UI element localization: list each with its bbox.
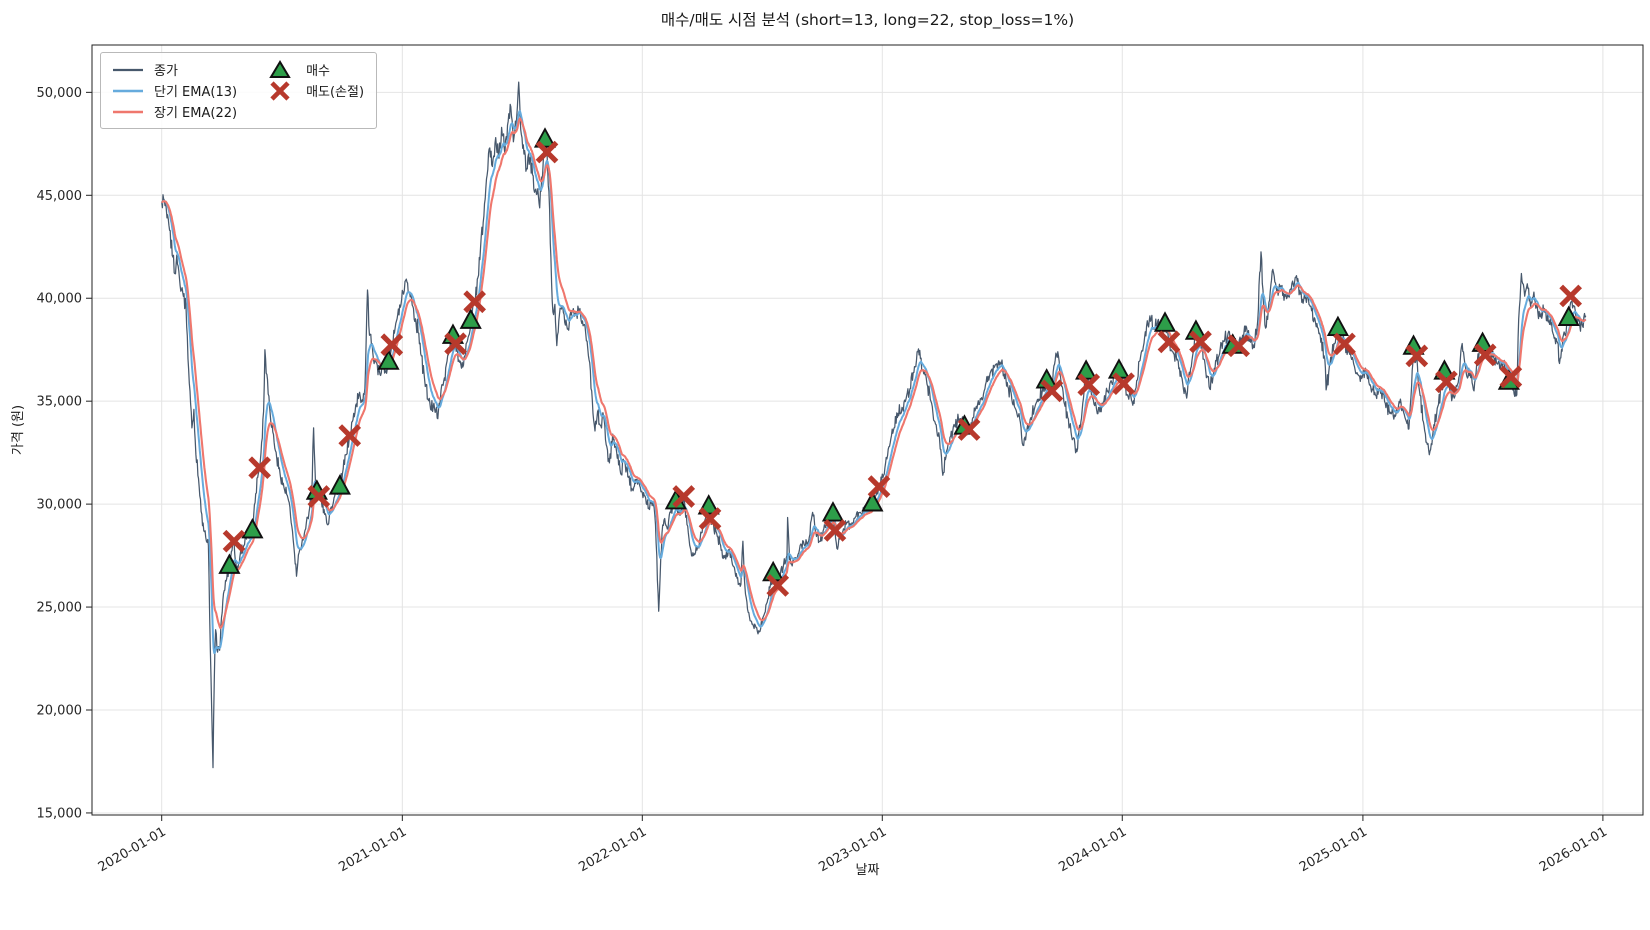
legend-item-close: 종가: [111, 59, 237, 80]
close-price-line: [161, 81, 1587, 769]
sell-marker: [1499, 365, 1523, 389]
buy-marker: [1107, 358, 1131, 379]
sell-marker: [1473, 343, 1497, 367]
sell-marker: [535, 140, 559, 164]
y-tick-label: 25,000: [37, 601, 83, 616]
sell-marker: [1157, 330, 1181, 354]
sell-marker: [1189, 330, 1212, 354]
sell-marker-icon: [270, 80, 290, 101]
plot-border: [91, 44, 1644, 816]
ema-short-line: [160, 110, 1587, 655]
sell-marker: [1077, 373, 1101, 397]
sell-marker: [1435, 370, 1458, 394]
sell-marker: [1333, 332, 1356, 356]
buy-marker: [328, 474, 351, 495]
legend-item-ema-long: 장기 EMA(22): [111, 101, 237, 122]
y-axis-label: 가격 (원): [11, 404, 26, 456]
buy-marker: [218, 553, 241, 574]
legend-buy-label: 매수: [306, 64, 330, 79]
legend-item-ema-short: 단기 EMA(13): [111, 80, 237, 101]
y-tick-label: 40,000: [37, 292, 83, 307]
legend-ema-short-label: 단기 EMA(13): [154, 85, 238, 100]
y-tick-label: 20,000: [37, 704, 83, 719]
legend-ema-long-label: 장기 EMA(22): [154, 106, 238, 121]
sell-marker: [1405, 344, 1429, 368]
y-tick-label: 45,000: [37, 189, 83, 204]
sell-marker: [463, 290, 486, 314]
legend-item-buy: 매수: [263, 59, 364, 80]
legend-markers-column: 매수 매도(손절): [263, 59, 364, 101]
sell-marker: [1227, 334, 1250, 358]
sell-marker: [957, 418, 981, 441]
sell-marker: [766, 574, 790, 597]
y-tick-label: 15,000: [37, 806, 83, 821]
legend: 종가 단기 EMA(13) 장기 EMA(22) 매수: [100, 52, 378, 129]
ema-short-line-icon: [113, 89, 143, 92]
sell-marker: [307, 485, 331, 508]
legend-close-label: 종가: [154, 64, 178, 79]
x-axis-label: 날짜: [855, 863, 880, 878]
close-line-icon: [113, 68, 143, 71]
sell-marker: [698, 507, 722, 530]
y-tick-label: 50,000: [37, 86, 83, 101]
sell-marker: [672, 485, 696, 508]
sell-marker: [1559, 284, 1583, 308]
sell-marker: [444, 332, 467, 356]
legend-sell-label: 매도(손절): [306, 85, 365, 100]
sell-marker: [338, 424, 362, 447]
legend-lines-column: 종가 단기 EMA(13) 장기 EMA(22): [111, 59, 237, 122]
y-tick-label: 35,000: [37, 395, 83, 410]
sell-marker: [1040, 379, 1064, 403]
sell-marker: [380, 333, 404, 357]
sell-marker: [1112, 372, 1135, 396]
sell-marker: [222, 529, 246, 553]
ema-long-line-icon: [113, 110, 143, 113]
buy-marker: [821, 501, 845, 522]
legend-item-sell: 매도(손절): [263, 80, 364, 101]
buy-marker: [241, 517, 264, 539]
chart-title: 매수/매도 시점 분석 (short=13, long=22, stop_los…: [660, 11, 1075, 29]
buy-marker: [377, 349, 400, 370]
buy-marker: [1153, 311, 1177, 332]
sell-marker: [248, 456, 271, 480]
buy-marker-icon: [269, 59, 291, 78]
sell-marker: [867, 475, 891, 498]
y-tick-label: 30,000: [37, 498, 83, 513]
buy-marker: [1557, 305, 1580, 326]
buy-marker: [1326, 315, 1350, 337]
buy-marker: [861, 491, 884, 512]
sell-marker: [823, 519, 847, 542]
buy-marker: [459, 308, 482, 329]
